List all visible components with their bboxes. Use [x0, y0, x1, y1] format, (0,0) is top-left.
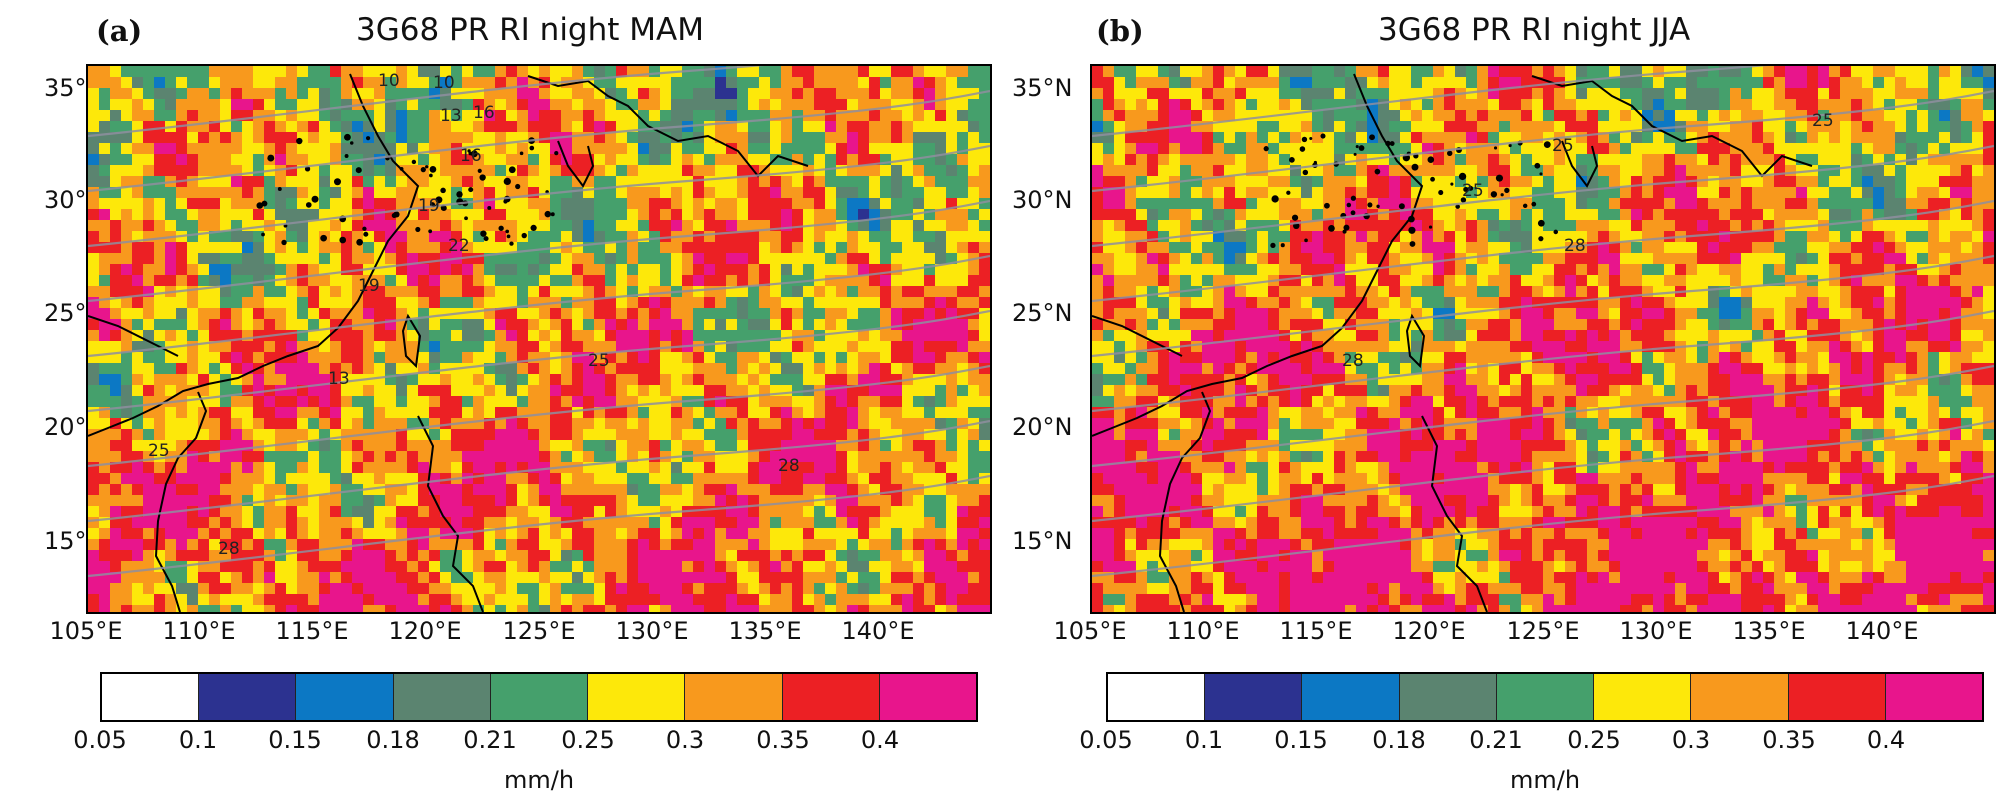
contour-label: 10 [433, 73, 455, 93]
island-outlines [1263, 133, 1559, 249]
isolines [88, 66, 990, 578]
contour-label: 25 [1462, 181, 1484, 201]
lat-label: 15°N [1012, 527, 1073, 555]
colorbar-tick: 0.1 [1184, 726, 1224, 754]
lon-label: 125°E [502, 617, 576, 645]
contour-label: 28 [778, 456, 800, 476]
colorbar-tick: 0.4 [860, 726, 900, 754]
colorbar [100, 672, 978, 722]
contour-label: 13 [328, 369, 350, 389]
colorbar-tick: 0.18 [366, 726, 420, 754]
coastline [88, 73, 809, 612]
colorbar-segment [199, 674, 297, 720]
colorbar-tick: 0.15 [268, 726, 322, 754]
colorbar-tick: 0.3 [665, 726, 705, 754]
contour-label: 28 [1342, 351, 1364, 371]
colorbar-segment [490, 674, 589, 720]
contour-label: 28 [218, 539, 240, 559]
colorbar-tick: 0.05 [73, 726, 127, 754]
colorbar-tick: 0.15 [1274, 726, 1328, 754]
colorbar-segment [1205, 674, 1303, 720]
isolines [1092, 66, 1994, 578]
colorbar-tick: 0.25 [1567, 726, 1621, 754]
colorbar-segment [1399, 674, 1497, 720]
precip-field: 25 25 28 28 25 [1092, 66, 1994, 612]
lon-label: 120°E [1392, 617, 1466, 645]
lon-label: 140°E [841, 617, 915, 645]
contour-labels: 10 10 13 16 16 19 22 19 25 25 28 28 13 [148, 71, 800, 559]
lon-label: 125°E [1506, 617, 1580, 645]
lat-label: 20°N [1012, 413, 1073, 441]
contour-label: 16 [473, 103, 495, 123]
contour-label: 25 [1812, 111, 1834, 131]
colorbar-tick: 0.4 [1866, 726, 1906, 754]
panel-a: (a) 3G68 PR RI night MAM 35°N 30°N 25°N … [44, 12, 992, 794]
colorbar-tick: 0.21 [463, 726, 517, 754]
lat-label: 25°N [1012, 299, 1073, 327]
colorbar-tick: 0.1 [178, 726, 218, 754]
precip-map: 25 25 28 28 25 [1090, 64, 1996, 614]
precip-map: 10 10 13 16 16 19 22 19 25 25 28 28 13 [86, 64, 992, 614]
colorbar-tick: 0.35 [756, 726, 810, 754]
contour-label: 13 [440, 106, 462, 126]
colorbar-segment [879, 674, 976, 720]
contour-label: 10 [378, 71, 400, 91]
colorbar-unit: mm/h [503, 766, 575, 794]
contour-label: 25 [588, 351, 610, 371]
colorbar-segment [296, 674, 394, 720]
contour-label: 19 [418, 196, 440, 216]
lat-label: 30°N [1012, 186, 1073, 214]
colorbar-segment [1885, 674, 1982, 720]
contour-label: 25 [148, 441, 170, 461]
lon-label: 115°E [275, 617, 349, 645]
colorbar-segment [1302, 674, 1400, 720]
lon-label: 135°E [1732, 617, 1806, 645]
lon-label: 110°E [162, 617, 236, 645]
colorbar-tick: 0.3 [1671, 726, 1711, 754]
panel-title: 3G68 PR RI night JJA [1378, 12, 1691, 48]
contour-label: 16 [460, 146, 482, 166]
colorbar-segment [1594, 674, 1692, 720]
lon-label: 130°E [1619, 617, 1693, 645]
colorbar-tick: 0.35 [1762, 726, 1816, 754]
contour-label: 25 [1552, 136, 1574, 156]
lat-label: 35°N [1012, 74, 1073, 102]
colorbar-unit: mm/h [1509, 766, 1581, 794]
colorbar [1106, 672, 1984, 722]
panel-letter: (b) [1096, 14, 1144, 48]
contour-label: 19 [358, 276, 380, 296]
island-outlines [256, 133, 559, 246]
lon-label: 105°E [1053, 617, 1127, 645]
colorbar-segment [1108, 674, 1206, 720]
precip-field: 10 10 13 16 16 19 22 19 25 25 28 28 13 [88, 66, 990, 612]
colorbar-segment [685, 674, 783, 720]
lon-label: 140°E [1845, 617, 1919, 645]
panel-letter: (a) [96, 14, 143, 48]
contour-label: 22 [448, 236, 470, 256]
colorbar-segment [1691, 674, 1789, 720]
precip-cells [1092, 66, 1994, 612]
lon-label: 135°E [728, 617, 802, 645]
contour-labels: 25 25 28 28 25 [1342, 111, 1834, 371]
panel-title: 3G68 PR RI night MAM [356, 12, 704, 48]
colorbar-segment [1496, 674, 1595, 720]
colorbar-tick: 0.05 [1079, 726, 1133, 754]
lon-label: 110°E [1166, 617, 1240, 645]
colorbar-tick: 0.25 [561, 726, 615, 754]
colorbar-tick: 0.21 [1469, 726, 1523, 754]
colorbar-tick: 0.18 [1372, 726, 1426, 754]
precip-cells [88, 66, 990, 612]
lon-label: 115°E [1279, 617, 1353, 645]
panel-b: (b) 3G68 PR RI night JJA 35°N 30°N 25°N … [1000, 0, 2000, 799]
lon-label: 120°E [388, 617, 462, 645]
lon-label: 105°E [49, 617, 123, 645]
colorbar-segment [102, 674, 200, 720]
coastline [1092, 73, 1813, 612]
colorbar-segment [782, 674, 880, 720]
colorbar-segment [1788, 674, 1886, 720]
colorbar-segment [393, 674, 491, 720]
contour-label: 28 [1564, 236, 1586, 256]
lon-label: 130°E [615, 617, 689, 645]
colorbar-segment [588, 674, 686, 720]
